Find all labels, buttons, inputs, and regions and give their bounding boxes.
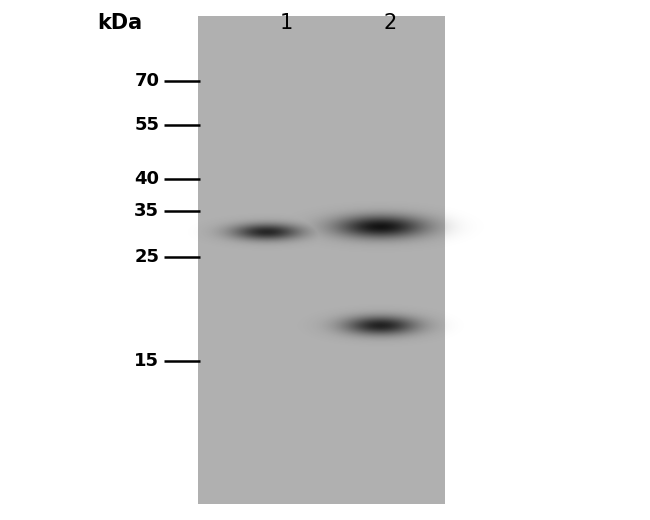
Text: 35: 35: [135, 202, 159, 219]
Text: 55: 55: [135, 116, 159, 134]
Text: 2: 2: [384, 14, 396, 33]
Text: kDa: kDa: [98, 14, 143, 33]
Text: 1: 1: [280, 14, 292, 33]
Bar: [198, 16, 445, 504]
Text: 15: 15: [135, 353, 159, 370]
Text: 25: 25: [135, 249, 159, 266]
Text: 70: 70: [135, 72, 159, 89]
Text: 40: 40: [135, 171, 159, 188]
